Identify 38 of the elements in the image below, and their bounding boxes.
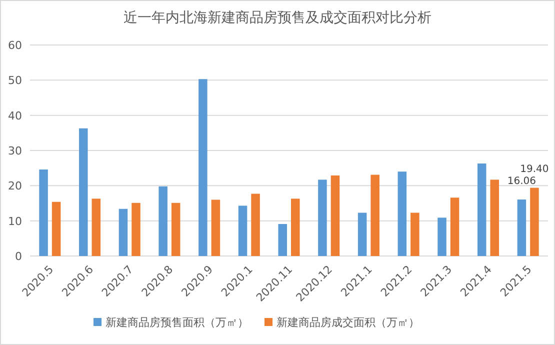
bar bbox=[171, 202, 180, 256]
y-tick-label: 30 bbox=[8, 144, 22, 158]
bar bbox=[39, 169, 48, 256]
legend-label: 新建商品房预售面积（万㎡） bbox=[106, 316, 248, 329]
bar bbox=[132, 202, 140, 256]
y-tick-label: 40 bbox=[8, 109, 22, 122]
bar bbox=[410, 212, 420, 256]
bar bbox=[92, 198, 101, 256]
bar bbox=[211, 200, 220, 256]
bar bbox=[291, 198, 300, 256]
y-tick-label: 60 bbox=[8, 39, 22, 52]
bar bbox=[278, 224, 287, 256]
bar bbox=[158, 186, 168, 256]
data-label: 16.06 bbox=[507, 176, 536, 187]
bar bbox=[477, 164, 486, 256]
bar bbox=[52, 202, 61, 256]
legend-label: 新建商品房成交面积（万㎡） bbox=[276, 316, 420, 329]
bar bbox=[318, 180, 327, 256]
y-tick-label: 50 bbox=[8, 74, 22, 88]
bar bbox=[370, 174, 380, 256]
y-tick-label: 10 bbox=[8, 214, 22, 228]
bar bbox=[238, 206, 248, 256]
bar bbox=[450, 198, 460, 256]
bar bbox=[490, 180, 499, 256]
y-tick-label: 0 bbox=[15, 250, 22, 263]
bar bbox=[530, 188, 539, 256]
bar bbox=[358, 212, 367, 256]
bar bbox=[79, 128, 88, 256]
bar bbox=[517, 200, 526, 256]
data-label: 19.40 bbox=[520, 164, 549, 175]
bar bbox=[438, 218, 446, 256]
bar bbox=[118, 208, 128, 256]
bar bbox=[398, 172, 407, 256]
bar bbox=[251, 194, 260, 256]
bar bbox=[198, 79, 208, 256]
chart-title: 近一年内北海新建商品房预售及成交面积对比分析 bbox=[124, 10, 432, 26]
y-tick-label: 20 bbox=[8, 180, 22, 193]
bar bbox=[330, 175, 340, 256]
